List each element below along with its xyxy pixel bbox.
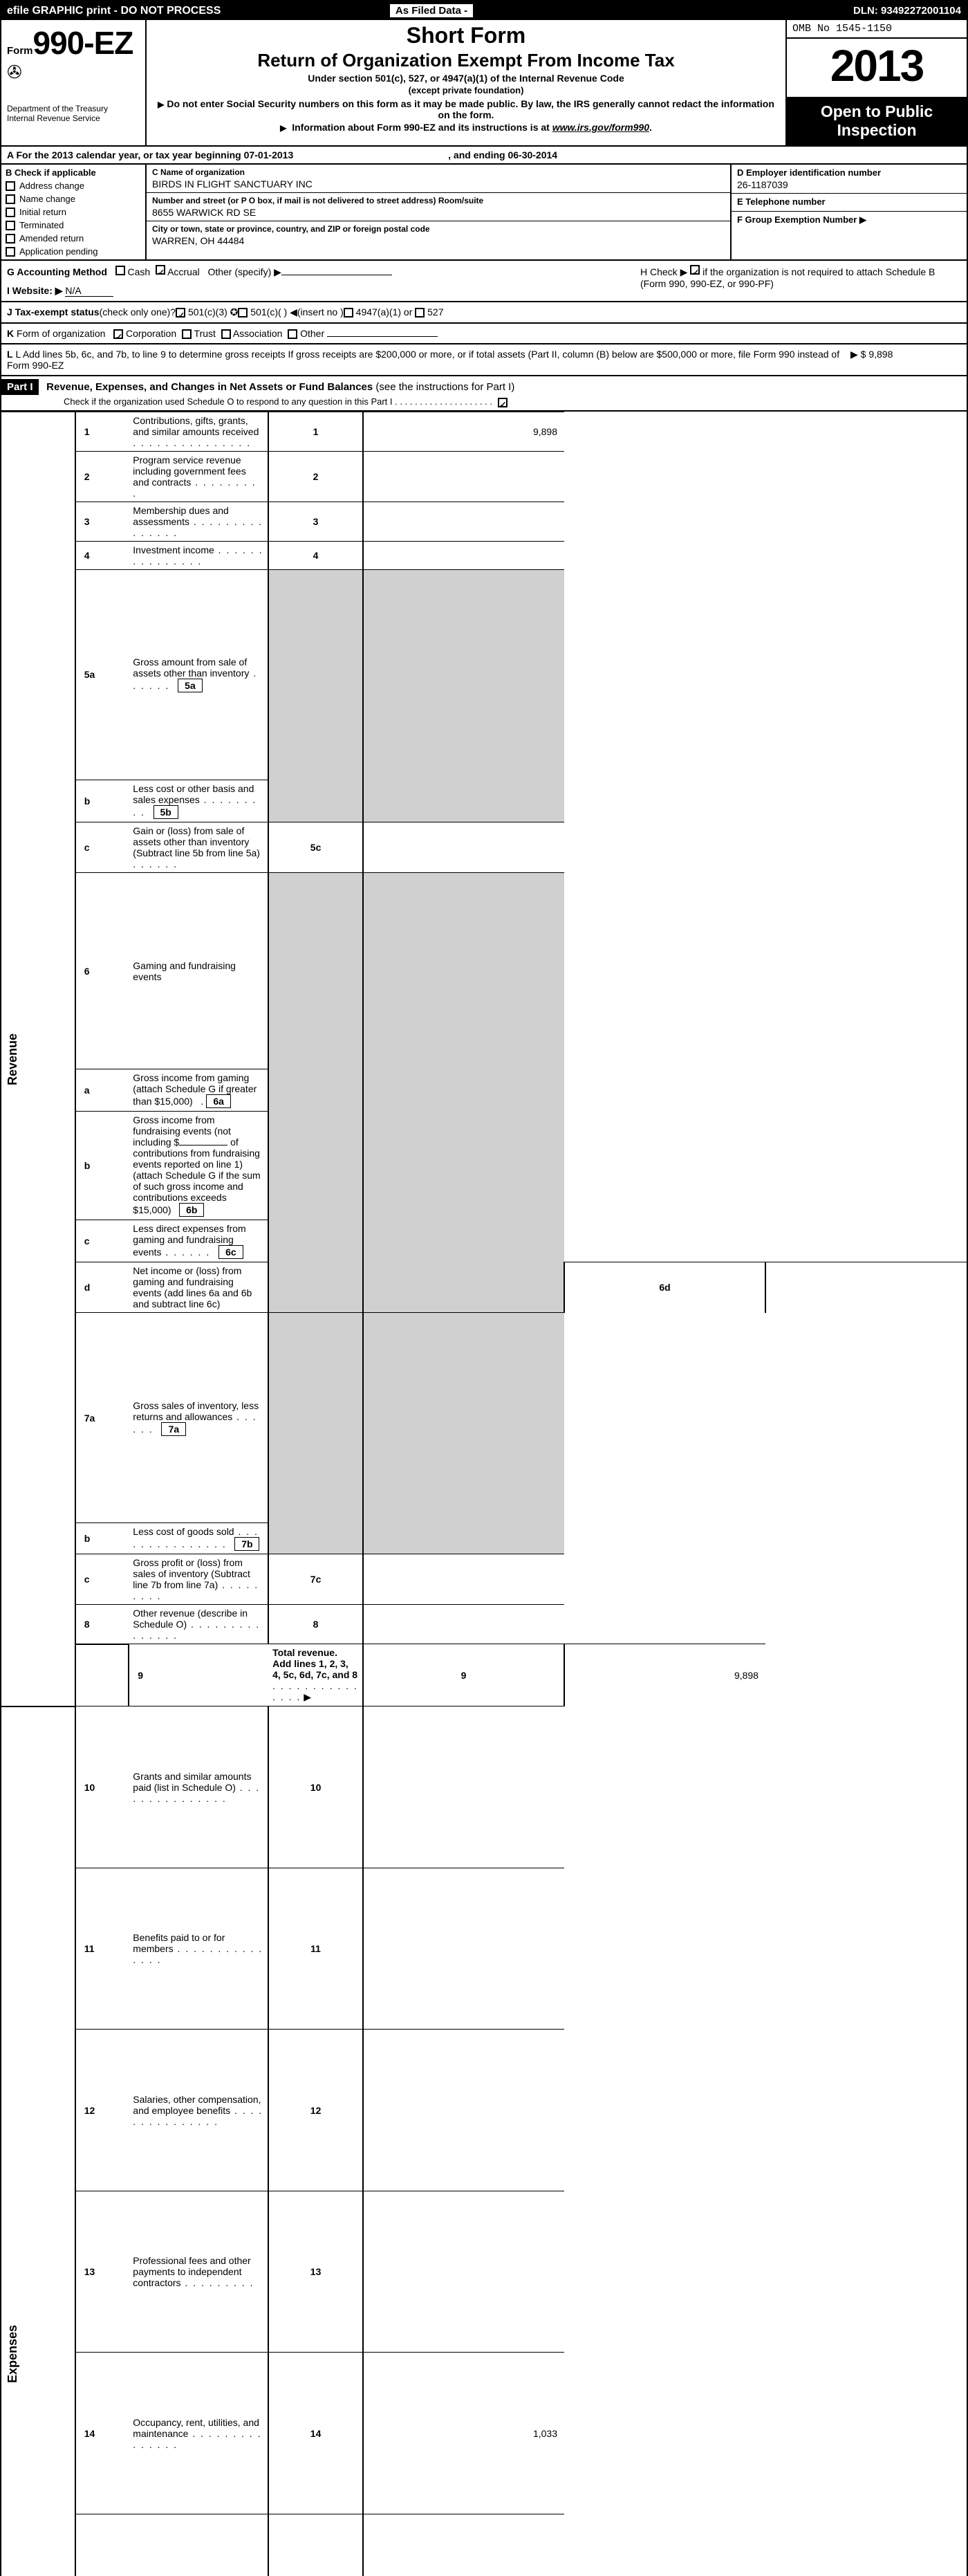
city-state-zip: WARREN, OH 44484 <box>152 235 725 246</box>
side-revenue: Revenue <box>6 415 20 1703</box>
line-1: Revenue 1 Contributions, gifts, grants, … <box>1 412 967 451</box>
banner-left: efile GRAPHIC print - DO NOT PROCESS <box>7 5 387 17</box>
line-2: 2 Program service revenue including gove… <box>1 451 967 502</box>
ein: 26-1187039 <box>737 179 961 190</box>
street-row: Number and street (or P O box, if mail i… <box>147 192 730 221</box>
accounting-method: G Accounting Method Cash Accrual Other (… <box>1 261 635 301</box>
row-l: L L Add lines 5b, 6c, and 7b, to line 9 … <box>1 344 967 376</box>
return-sub2: (except private foundation) <box>155 85 777 95</box>
org-name-row: C Name of organization BIRDS IN FLIGHT S… <box>147 165 730 192</box>
col-c: C Name of organization BIRDS IN FLIGHT S… <box>147 165 732 259</box>
line-14-amt: 1,033 <box>363 2353 564 2514</box>
street-address: 8655 WARWICK RD SE <box>152 207 725 218</box>
chk-address-change[interactable]: Address change <box>6 181 141 191</box>
row-k: K Form of organization Corporation Trust… <box>1 324 967 344</box>
line-3: 3 Membership dues and assessments 3 <box>1 502 967 541</box>
dln: DLN: 93492272001104 <box>853 5 961 17</box>
chk-amended[interactable]: Amended return <box>6 233 141 243</box>
part1-label: Part I <box>1 379 39 395</box>
line-5a: 5a Gross amount from sale of assets othe… <box>1 569 967 780</box>
row-j: J Tax-exempt status(check only one)? 501… <box>1 302 967 324</box>
omb-number: OMB No 1545-1150 <box>787 20 967 39</box>
gross-receipts: ▶ $ 9,898 <box>850 349 961 371</box>
header-col1: Form990-EZ ✇ Department of the Treasury … <box>1 20 147 145</box>
line-6: 6 Gaming and fundraising events <box>1 873 967 1069</box>
return-sub1: Under section 501(c), 527, or 4947(a)(1)… <box>155 73 777 84</box>
as-filed-box: As Filed Data - <box>390 4 473 17</box>
ein-row: D Employer identification number 26-1187… <box>732 165 967 193</box>
line-1-amt: 9,898 <box>363 412 564 451</box>
chk-initial-return[interactable]: Initial return <box>6 207 141 217</box>
form-header: Form990-EZ ✇ Department of the Treasury … <box>1 20 967 147</box>
identity-block: B Check if applicable Address change Nam… <box>1 165 967 261</box>
row-a: A For the 2013 calendar year, or tax yea… <box>1 147 967 165</box>
chk-name-change[interactable]: Name change <box>6 194 141 204</box>
line-11: 11 Benefits paid to or for members 11 <box>1 1868 967 2029</box>
form-prefix: Form <box>7 45 33 57</box>
website-val: N/A <box>65 285 113 297</box>
group-row: F Group Exemption Number ▶ <box>732 211 967 228</box>
line-9-amt: 9,898 <box>564 1644 765 1706</box>
form-container: efile GRAPHIC print - DO NOT PROCESS As … <box>0 0 968 2576</box>
form-title: Form990-EZ <box>7 24 140 62</box>
website-label: I Website: ▶ <box>7 285 63 296</box>
line-7a: 7a Gross sales of inventory, less return… <box>1 1313 967 1523</box>
line-5c: c Gain or (loss) from sale of assets oth… <box>1 822 967 873</box>
period-ending: , and ending 06-30-2014 <box>448 149 557 160</box>
return-sub3: Do not enter Social Security numbers on … <box>155 98 777 120</box>
chk-pending[interactable]: Application pending <box>6 246 141 257</box>
open-inspection: Open to Public Inspection <box>787 98 967 145</box>
schedule-b-check: H Check ▶ if the organization is not req… <box>635 261 967 301</box>
col-b: B Check if applicable Address change Nam… <box>1 165 147 259</box>
b-head: B Check if applicable <box>6 167 141 178</box>
header-col2: Short Form Return of Organization Exempt… <box>147 20 787 145</box>
dept-treasury: Department of the Treasury <box>7 104 140 113</box>
city-row: City or town, state or province, country… <box>147 221 730 249</box>
short-form-label: Short Form <box>155 23 777 48</box>
part1-check: Check if the organization used Schedule … <box>1 396 967 407</box>
line-4: 4 Investment income 4 <box>1 541 967 569</box>
chk-terminated[interactable]: Terminated <box>6 220 141 230</box>
org-name: BIRDS IN FLIGHT SANCTUARY INC <box>152 178 725 190</box>
line-7c: c Gross profit or (loss) from sales of i… <box>1 1554 967 1605</box>
irs-link[interactable]: www.irs.gov/form990 <box>552 122 649 133</box>
line-12: 12 Salaries, other compensation, and emp… <box>1 2030 967 2191</box>
return-sub4: Information about Form 990-EZ and its in… <box>155 122 777 133</box>
file-banner: efile GRAPHIC print - DO NOT PROCESS As … <box>1 1 967 20</box>
form-number: 990-EZ <box>33 25 133 61</box>
line-9: 9 Total revenue. Add lines 1, 2, 3, 4, 5… <box>1 1644 967 1706</box>
line-8: 8 Other revenue (describe in Schedule O)… <box>1 1605 967 1644</box>
part1-table: Revenue 1 Contributions, gifts, grants, … <box>1 412 967 2576</box>
header-col3: OMB No 1545-1150 2013 Open to Public Ins… <box>787 20 967 145</box>
col-def: D Employer identification number 26-1187… <box>732 165 967 259</box>
dept-irs: Internal Revenue Service <box>7 113 140 123</box>
return-title: Return of Organization Exempt From Incom… <box>155 50 777 71</box>
tax-year: 2013 <box>787 39 967 98</box>
irs-logo-icon: ✇ <box>7 62 140 83</box>
part1-header: Part I Revenue, Expenses, and Changes in… <box>1 376 967 412</box>
line-10: Expenses 10 Grants and similar amounts p… <box>1 1706 967 1868</box>
row-gh: G Accounting Method Cash Accrual Other (… <box>1 261 967 302</box>
line-14: 14 Occupancy, rent, utilities, and maint… <box>1 2353 967 2514</box>
phone-row: E Telephone number <box>732 193 967 211</box>
line-15: 15 Printing, publications, postage, and … <box>1 2514 967 2576</box>
line-13: 13 Professional fees and other payments … <box>1 2191 967 2352</box>
side-expenses: Expenses <box>6 1710 20 2576</box>
